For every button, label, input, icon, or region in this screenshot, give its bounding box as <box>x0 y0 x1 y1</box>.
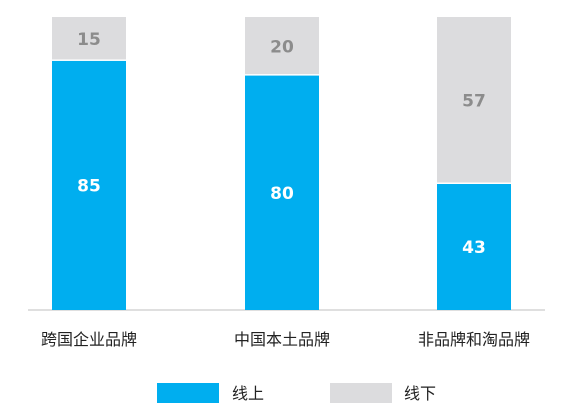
bars-group: 85 15 80 20 43 57 <box>52 17 511 311</box>
data-label-offline-1: 15 <box>77 30 101 50</box>
bar-segment-offline-2 <box>245 17 319 75</box>
legend-label-online: 线上 <box>232 384 264 403</box>
bar-segment-online-3 <box>437 184 511 310</box>
bar-segment-offline-1 <box>52 17 126 60</box>
legend-swatch-online <box>157 383 219 403</box>
bar-segment-offline-3 <box>437 17 511 183</box>
data-label-offline-2: 20 <box>270 37 294 57</box>
category-label-2: 中国本土品牌 <box>234 330 330 349</box>
legend-swatch-offline <box>330 383 392 403</box>
legend-label-offline: 线下 <box>404 384 436 403</box>
data-label-online-2: 80 <box>270 184 294 204</box>
bar-segment-online-1 <box>52 60 126 311</box>
data-label-online-1: 85 <box>77 176 101 196</box>
category-labels-group: 跨国企业品牌 中国本土品牌 非品牌和淘品牌 <box>41 330 530 349</box>
data-label-offline-3: 57 <box>462 92 486 112</box>
category-label-1: 跨国企业品牌 <box>41 330 137 349</box>
category-label-3: 非品牌和淘品牌 <box>418 330 530 349</box>
legend: 线上 线下 <box>157 383 436 403</box>
data-label-online-3: 43 <box>462 238 486 258</box>
bar-segment-online-2 <box>245 75 319 310</box>
